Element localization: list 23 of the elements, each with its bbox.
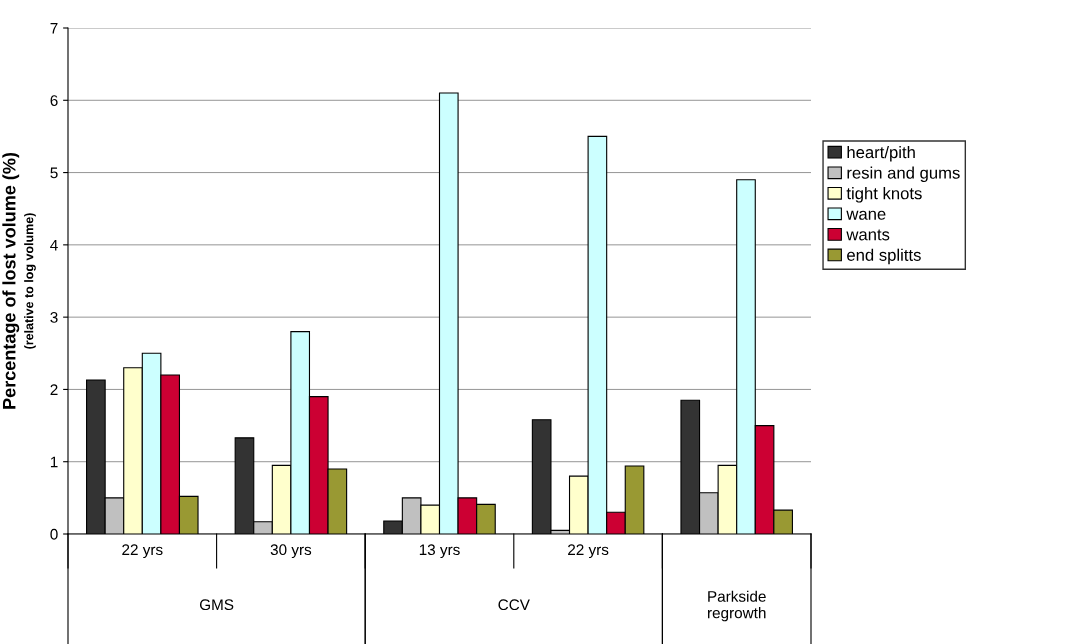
legend-label: wane	[846, 210, 886, 220]
y-tick-label: 2	[50, 384, 58, 395]
legend-label: heart/pith	[847, 145, 915, 162]
y-tick-label: 7	[50, 23, 58, 34]
x-tick-label: 22 yrs	[122, 544, 163, 559]
legend-label: tight knots	[846, 187, 922, 203]
y-tick-label: 6	[50, 95, 58, 106]
y-tick-label: 5	[50, 167, 58, 179]
text: Parkside regrowth	[708, 590, 766, 622]
legend-label: resin and gums	[847, 166, 960, 183]
y-tick-label: 3	[50, 312, 58, 323]
y-tick-label: 1	[50, 456, 58, 468]
y-tick-label: 0	[50, 528, 58, 540]
text: (relative to log volume)	[24, 213, 36, 349]
y-tick-label: 4	[50, 239, 58, 251]
text: GMS	[199, 599, 234, 611]
x-tick-label: 30 yrs	[270, 544, 312, 559]
legend-label: wants	[846, 229, 890, 241]
legend-label: end splitts	[847, 248, 921, 265]
y-axis-title: Percentage of lost volume (%)	[2, 152, 20, 409]
text: CCV	[498, 599, 530, 611]
x-tick-label: 13 yrs	[419, 544, 460, 559]
x-tick-label: 22 yrs	[568, 544, 609, 559]
